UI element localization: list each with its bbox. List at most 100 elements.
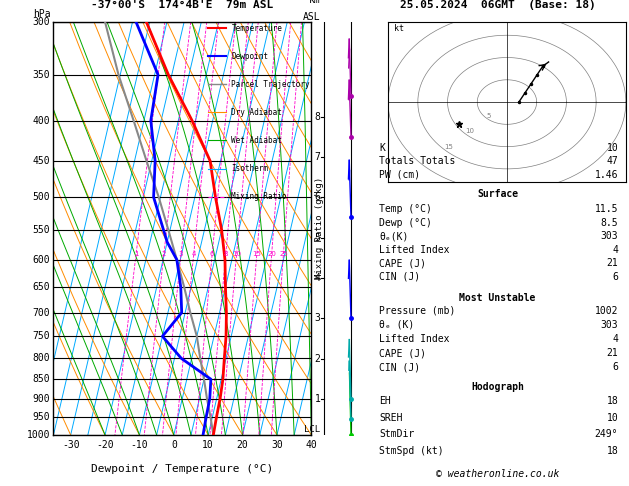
Text: 15: 15 <box>252 251 261 257</box>
Text: 5: 5 <box>486 113 491 119</box>
Text: 1002: 1002 <box>594 306 618 316</box>
Text: K: K <box>379 142 386 153</box>
Text: 4: 4 <box>192 251 196 257</box>
Text: PW (cm): PW (cm) <box>379 170 421 180</box>
Text: 6: 6 <box>210 251 214 257</box>
Text: 5: 5 <box>314 233 320 243</box>
Text: SREH: SREH <box>379 413 403 423</box>
Text: 249°: 249° <box>594 429 618 439</box>
Text: 20: 20 <box>267 251 276 257</box>
Text: 21: 21 <box>606 348 618 358</box>
Text: 900: 900 <box>33 394 50 404</box>
Text: EH: EH <box>379 396 391 406</box>
Text: LCL: LCL <box>304 425 320 434</box>
Text: 400: 400 <box>33 116 50 125</box>
Text: Dry Adiabat: Dry Adiabat <box>231 108 282 117</box>
Text: 850: 850 <box>33 374 50 384</box>
Text: CIN (J): CIN (J) <box>379 272 421 282</box>
Text: 2: 2 <box>314 354 320 364</box>
Text: 300: 300 <box>33 17 50 27</box>
Text: Dewpoint / Temperature (°C): Dewpoint / Temperature (°C) <box>91 464 274 474</box>
Text: 1: 1 <box>314 394 320 404</box>
Text: θₑ(K): θₑ(K) <box>379 231 409 241</box>
Text: 7: 7 <box>314 152 320 162</box>
Text: 500: 500 <box>33 192 50 202</box>
Text: Pressure (mb): Pressure (mb) <box>379 306 456 316</box>
Text: 20: 20 <box>237 440 248 450</box>
Text: CIN (J): CIN (J) <box>379 362 421 372</box>
Text: θₑ (K): θₑ (K) <box>379 320 415 330</box>
Text: -10: -10 <box>131 440 148 450</box>
Text: 0: 0 <box>171 440 177 450</box>
Text: 303: 303 <box>601 320 618 330</box>
Text: Totals Totals: Totals Totals <box>379 156 456 166</box>
Text: 450: 450 <box>33 156 50 166</box>
Text: 6: 6 <box>612 272 618 282</box>
Text: 25: 25 <box>279 251 288 257</box>
Text: 8: 8 <box>223 251 228 257</box>
Text: Isotherm: Isotherm <box>231 164 269 173</box>
Text: StmSpd (kt): StmSpd (kt) <box>379 446 444 456</box>
Text: kt: kt <box>394 24 404 33</box>
Text: 10: 10 <box>606 142 618 153</box>
Text: 4: 4 <box>314 273 320 283</box>
Text: Mixing Ratio: Mixing Ratio <box>231 192 287 201</box>
Text: 10: 10 <box>606 413 618 423</box>
Text: CAPE (J): CAPE (J) <box>379 258 426 268</box>
Text: 750: 750 <box>33 331 50 341</box>
Text: 1: 1 <box>134 251 138 257</box>
Text: 18: 18 <box>606 446 618 456</box>
Text: -30: -30 <box>62 440 79 450</box>
Text: 800: 800 <box>33 353 50 364</box>
Text: -37°00'S  174°4B'E  79m ASL: -37°00'S 174°4B'E 79m ASL <box>91 0 274 10</box>
Text: 4: 4 <box>612 244 618 255</box>
Text: Lifted Index: Lifted Index <box>379 334 450 344</box>
Text: Surface: Surface <box>477 189 518 199</box>
Text: 18: 18 <box>606 396 618 406</box>
Text: 3: 3 <box>179 251 183 257</box>
Text: 650: 650 <box>33 282 50 292</box>
Text: 47: 47 <box>606 156 618 166</box>
Text: Mixing Ratio (g/kg): Mixing Ratio (g/kg) <box>314 177 324 279</box>
Text: Lifted Index: Lifted Index <box>379 244 450 255</box>
Text: hPa: hPa <box>33 9 50 19</box>
Text: Parcel Trajectory: Parcel Trajectory <box>231 80 310 89</box>
Text: 8.5: 8.5 <box>601 218 618 227</box>
Text: 6: 6 <box>314 192 320 202</box>
Text: 303: 303 <box>601 231 618 241</box>
Text: 350: 350 <box>33 70 50 80</box>
Text: 15: 15 <box>445 144 454 150</box>
Text: © weatheronline.co.uk: © weatheronline.co.uk <box>436 469 559 479</box>
Text: 10: 10 <box>232 251 241 257</box>
Text: Hodograph: Hodograph <box>471 382 524 393</box>
Text: 8: 8 <box>314 112 320 122</box>
Text: 600: 600 <box>33 255 50 265</box>
Text: 4: 4 <box>612 334 618 344</box>
Text: 1000: 1000 <box>27 430 50 440</box>
Text: Temperature: Temperature <box>231 23 282 33</box>
Text: 10: 10 <box>203 440 214 450</box>
Text: 3: 3 <box>314 313 320 323</box>
Text: StmDir: StmDir <box>379 429 415 439</box>
Text: km: km <box>309 0 320 5</box>
Text: 40: 40 <box>306 440 317 450</box>
Text: 11.5: 11.5 <box>594 204 618 214</box>
Text: 2: 2 <box>162 251 166 257</box>
Text: 700: 700 <box>33 308 50 317</box>
Text: 10: 10 <box>465 128 474 134</box>
Text: Temp (°C): Temp (°C) <box>379 204 432 214</box>
Text: 25.05.2024  06GMT  (Base: 18): 25.05.2024 06GMT (Base: 18) <box>399 0 596 10</box>
Text: Dewp (°C): Dewp (°C) <box>379 218 432 227</box>
Text: 30: 30 <box>271 440 283 450</box>
Text: ASL: ASL <box>303 12 320 22</box>
Text: 950: 950 <box>33 412 50 422</box>
Text: Wet Adiabat: Wet Adiabat <box>231 136 282 145</box>
Text: 6: 6 <box>612 362 618 372</box>
Text: 21: 21 <box>606 258 618 268</box>
Text: 550: 550 <box>33 225 50 235</box>
Text: -20: -20 <box>96 440 114 450</box>
Text: CAPE (J): CAPE (J) <box>379 348 426 358</box>
Text: Most Unstable: Most Unstable <box>459 293 536 303</box>
Text: Dewpoint: Dewpoint <box>231 52 269 61</box>
Text: 1.46: 1.46 <box>594 170 618 180</box>
